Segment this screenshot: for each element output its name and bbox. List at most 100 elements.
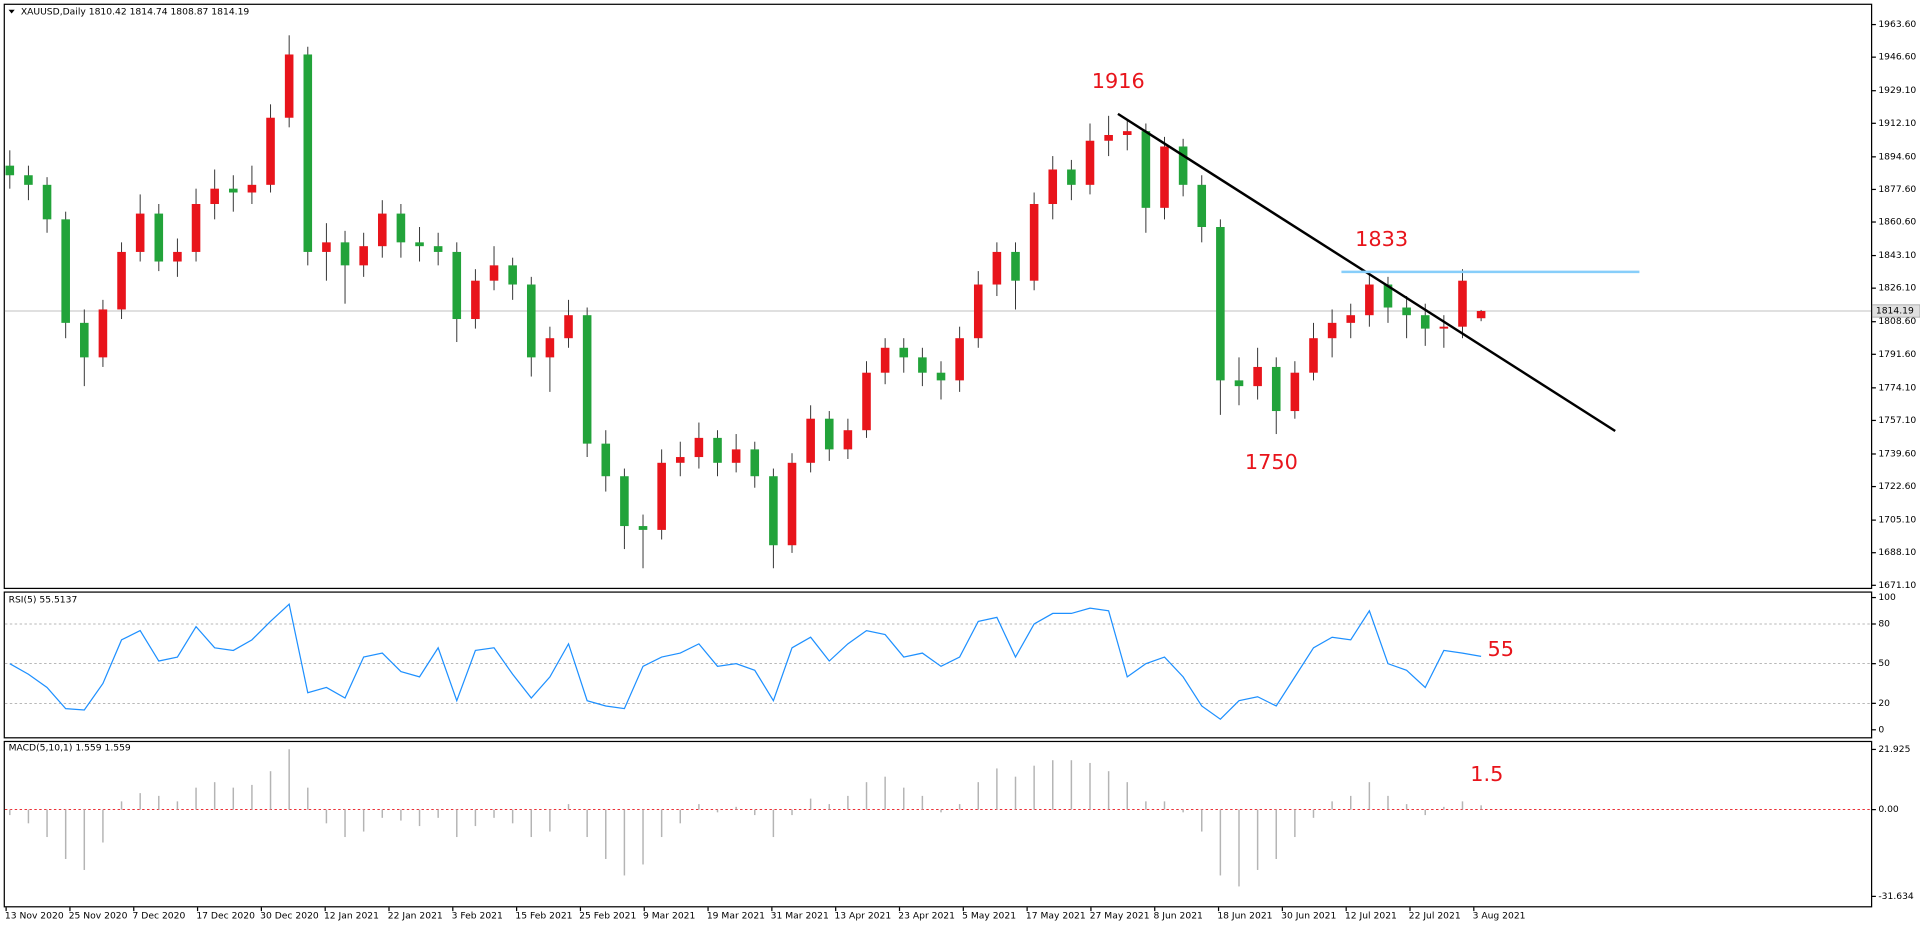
candle-body (489, 265, 499, 281)
candle-body (117, 251, 126, 310)
y-tick-label: 0 (1878, 724, 1884, 735)
y-tick-label: 50 (1878, 658, 1890, 669)
candle-body (1178, 146, 1188, 185)
y-tick-label: 1774.10 (1878, 382, 1916, 393)
x-tick-label: 18 Jun 2021 (1217, 910, 1272, 921)
y-tick-label: -31.634 (1878, 891, 1914, 902)
candle-body (806, 418, 815, 463)
candle-body (750, 449, 760, 477)
x-tick-label: 27 May 2021 (1090, 910, 1150, 921)
y-tick-label: 100 (1878, 592, 1896, 603)
x-tick-label: 13 Nov 2020 (5, 910, 64, 921)
candle-body (210, 188, 219, 205)
candle-body (1011, 251, 1020, 281)
y-tick-label: 1912.10 (1878, 118, 1916, 129)
candle-body (1439, 326, 1449, 329)
candle-body (98, 309, 108, 358)
y-tick-label: 1929.10 (1878, 85, 1916, 96)
y-tick-label: 1860.60 (1878, 217, 1916, 228)
candle-body (359, 246, 368, 266)
candle-body (1309, 338, 1318, 373)
panel-menu-icon (8, 9, 15, 14)
candle-body (1383, 284, 1393, 308)
x-tick-label: 31 Mar 2021 (771, 910, 829, 921)
candle-body (1234, 380, 1244, 387)
x-tick-label: 22 Jul 2021 (1409, 910, 1461, 921)
candle-body (862, 372, 871, 431)
candle-body (545, 338, 555, 358)
candle-body (61, 219, 70, 323)
candle-body (5, 165, 15, 176)
candle-body (229, 188, 238, 193)
candle-body (471, 280, 480, 320)
y-tick-label: 1894.60 (1878, 151, 1916, 162)
x-tick-label: 12 Jul 2021 (1345, 910, 1397, 921)
candle-body (880, 347, 890, 373)
y-tick-label: 1671.10 (1878, 580, 1916, 591)
x-tick-label: 13 Apr 2021 (834, 910, 891, 921)
candle-body (173, 251, 182, 262)
y-tick-label: 1722.60 (1878, 481, 1916, 492)
candle-body (340, 242, 350, 266)
candle-body (936, 372, 946, 381)
candle-body (1327, 322, 1337, 339)
x-tick-label: 25 Nov 2020 (69, 910, 128, 921)
x-tick-label: 12 Jan 2021 (324, 910, 379, 921)
y-tick-label: 1705.10 (1878, 515, 1916, 526)
rsi-line (9, 602, 1482, 721)
candle-body (284, 54, 294, 118)
candle-body (769, 476, 778, 546)
y-tick-label: 1826.10 (1878, 283, 1916, 294)
candle-body (526, 284, 536, 358)
x-tick-label: 7 Dec 2020 (133, 910, 186, 921)
candle-body (657, 462, 666, 530)
y-tick-label: 1739.60 (1878, 448, 1916, 459)
y-tick-label: 1791.60 (1878, 349, 1916, 360)
candle-body (266, 117, 275, 185)
x-tick-label: 30 Dec 2020 (260, 910, 319, 921)
x-tick-label: 5 May 2021 (962, 910, 1016, 921)
candle-body (601, 443, 611, 477)
x-tick-label: 3 Aug 2021 (1473, 910, 1526, 921)
candle-body (415, 242, 424, 247)
candle-body (303, 54, 313, 252)
macd-header: MACD(5,10,1) 1.559 1.559 (9, 743, 131, 754)
candle-body (992, 251, 1002, 285)
candle-body (973, 284, 983, 339)
candle-body (452, 251, 462, 320)
candle-body (713, 437, 722, 463)
candle-body (1402, 307, 1411, 316)
candle-body (191, 204, 201, 252)
x-tick-label: 23 Apr 2021 (898, 910, 955, 921)
candle-body (1197, 184, 1207, 228)
y-tick-label: 1877.60 (1878, 184, 1916, 195)
x-tick-label: 15 Feb 2021 (515, 910, 572, 921)
candle-body (24, 175, 33, 185)
x-tick-label: 25 Feb 2021 (579, 910, 636, 921)
candle-body (675, 457, 685, 463)
candle-body (247, 184, 257, 193)
candle-body (1085, 140, 1095, 185)
candle-body (80, 322, 89, 358)
rsi-panel (3, 591, 1873, 739)
candle-body (42, 184, 52, 220)
x-tick-label: 17 Dec 2020 (196, 910, 255, 921)
candle-body (731, 449, 741, 463)
y-tick-label: 1757.10 (1878, 415, 1916, 426)
annotation: 1750 (1245, 450, 1298, 474)
candle-body (582, 315, 592, 444)
candle-body (1160, 146, 1169, 208)
y-tick-label: 21.925 (1878, 744, 1910, 755)
y-tick-label: 1688.10 (1878, 547, 1916, 558)
annotation: 1916 (1092, 69, 1145, 93)
bid-label: 1814.19 (1876, 305, 1914, 316)
annotation: 1833 (1355, 227, 1408, 251)
main-panel (3, 3, 1873, 590)
y-tick-label: 1808.60 (1878, 316, 1916, 327)
x-tick-label: 17 May 2021 (1026, 910, 1086, 921)
candle-body (1476, 310, 1486, 319)
candle-body (620, 476, 629, 527)
candle-body (1216, 227, 1225, 381)
candle-body (377, 213, 387, 247)
